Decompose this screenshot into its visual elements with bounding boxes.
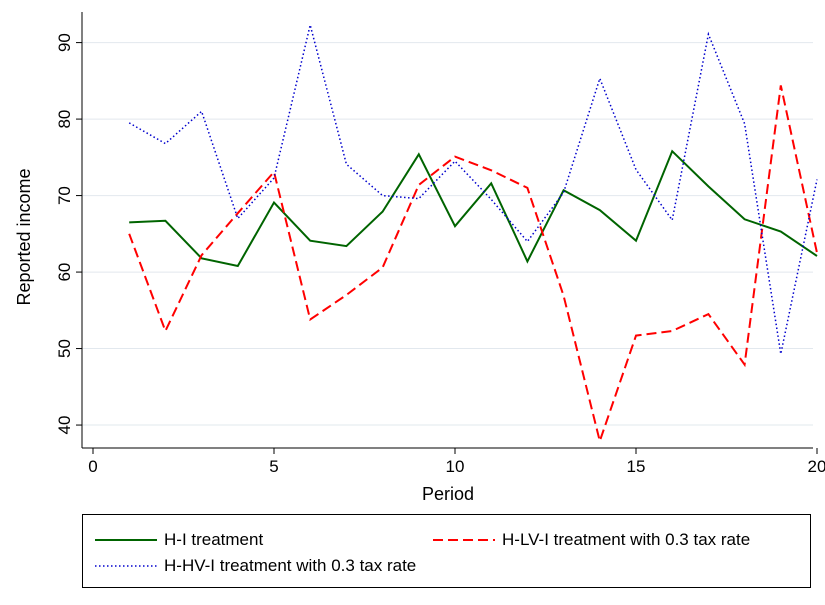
legend-swatch-solid-green xyxy=(95,539,157,541)
y-tick-label: 60 xyxy=(55,263,74,282)
series-line-1 xyxy=(128,85,818,445)
series-lines xyxy=(128,24,818,445)
legend-item-h-i: H-I treatment xyxy=(95,529,263,551)
legend-label: H-HV-I treatment with 0.3 tax rate xyxy=(164,556,417,575)
x-tick-label: 10 xyxy=(446,457,465,476)
y-tick-label: 70 xyxy=(55,186,74,205)
x-tick-label: 20 xyxy=(808,457,825,476)
y-tick-label: 40 xyxy=(55,416,74,435)
series-line-2 xyxy=(128,24,818,355)
y-tick-label: 90 xyxy=(55,33,74,52)
series-line-0 xyxy=(129,149,818,268)
legend-label: H-I treatment xyxy=(164,530,264,549)
plot-area xyxy=(82,12,813,448)
x-tick-label: 5 xyxy=(269,457,278,476)
gridlines xyxy=(82,12,813,448)
x-axis-label: Period xyxy=(422,484,474,504)
y-tick-label: 80 xyxy=(55,110,74,129)
legend-swatch-dashed-red xyxy=(433,539,495,541)
y-axis-label: Reported income xyxy=(14,168,34,305)
x-tick-label: 0 xyxy=(88,457,97,476)
axes: 40 50 60 70 80 90 0 5 10 15 20 xyxy=(55,12,825,476)
x-tick-label: 15 xyxy=(627,457,646,476)
legend-item-h-lv-i: H-LV-I treatment with 0.3 tax rate xyxy=(433,529,750,551)
legend: H-I treatment H-LV-I treatment with 0.3 … xyxy=(82,514,811,588)
legend-label: H-LV-I treatment with 0.3 tax rate xyxy=(502,530,751,549)
y-tick-label: 50 xyxy=(55,339,74,358)
legend-swatch-dotted-blue xyxy=(95,565,157,567)
legend-item-h-hv-i: H-HV-I treatment with 0.3 tax rate xyxy=(95,555,416,577)
